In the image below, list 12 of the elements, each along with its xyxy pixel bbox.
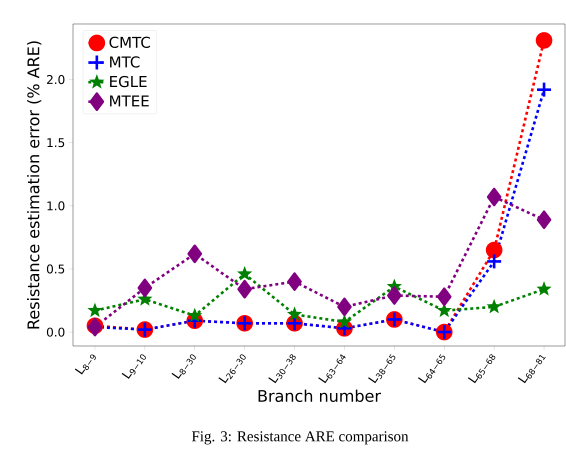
legend-label: EGLE <box>110 76 147 88</box>
y-tick-label: 1.0 <box>47 201 64 210</box>
y-tick-label: 0.0 <box>46 328 64 337</box>
caption: Fig. 3: Resistance ARE comparison <box>192 431 408 444</box>
y-tick-label: 0.5 <box>46 264 64 274</box>
x-axis-title: Branch number <box>258 390 381 402</box>
legend-label: MTEE <box>110 95 149 106</box>
y-tick-label: 2.0 <box>47 75 64 84</box>
legend-label: CMTC <box>109 36 150 48</box>
y-tick-label: 1.5 <box>47 138 64 148</box>
legend-label: MTC <box>110 56 140 68</box>
y-axis-title: Resistance estimation error (% ARE) <box>27 41 42 328</box>
